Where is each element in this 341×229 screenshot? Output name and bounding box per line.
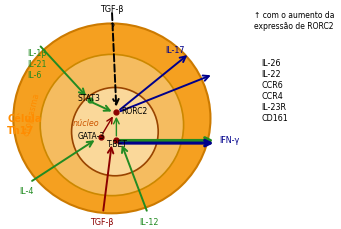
Text: IFN-γ: IFN-γ xyxy=(219,136,239,144)
Text: GATA-3: GATA-3 xyxy=(77,132,105,141)
Text: IL-17: IL-17 xyxy=(165,46,184,55)
Text: RORC2: RORC2 xyxy=(121,107,147,116)
Ellipse shape xyxy=(40,54,183,196)
Text: núcleo: núcleo xyxy=(73,119,100,128)
Text: TGF-β: TGF-β xyxy=(100,5,124,14)
Text: IL-4: IL-4 xyxy=(19,187,34,196)
Text: Célula
Th17: Célula Th17 xyxy=(8,114,42,136)
Text: TGF-β: TGF-β xyxy=(90,218,113,227)
Text: ↑ com o aumento da
expressão de RORC2: ↑ com o aumento da expressão de RORC2 xyxy=(254,11,334,31)
Text: citoplasma: citoplasma xyxy=(21,91,41,136)
Text: IL-1β
IL-21
IL-6: IL-1β IL-21 IL-6 xyxy=(27,49,46,80)
Ellipse shape xyxy=(13,23,210,213)
Text: IL-12: IL-12 xyxy=(139,218,159,227)
Text: IL-26
IL-22
CCR6
CCR4
IL-23R
CD161: IL-26 IL-22 CCR6 CCR4 IL-23R CD161 xyxy=(261,59,288,123)
Ellipse shape xyxy=(72,87,158,176)
Text: T-BET: T-BET xyxy=(107,140,128,149)
Text: ?: ? xyxy=(109,23,115,33)
Text: STAT3: STAT3 xyxy=(77,94,101,103)
